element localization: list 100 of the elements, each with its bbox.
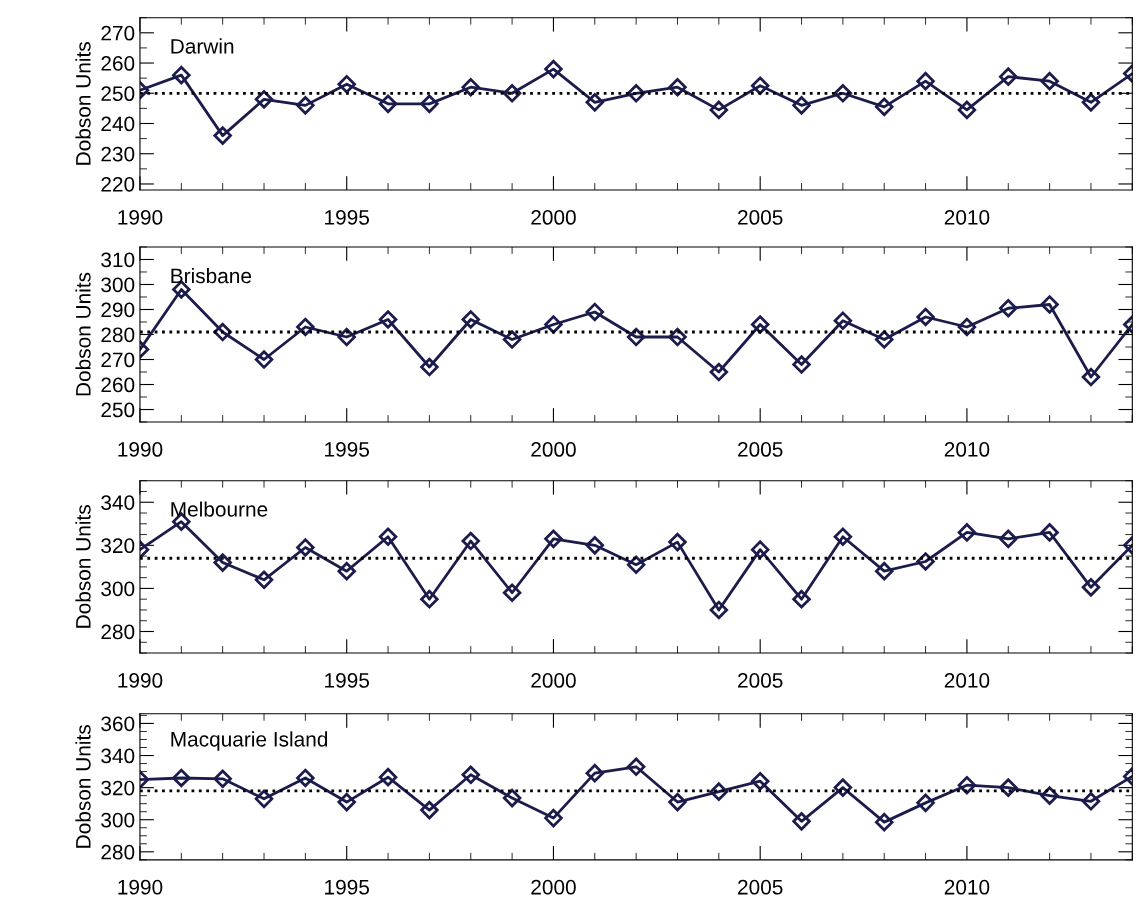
y-tick-label: 340 — [101, 495, 135, 511]
point — [254, 90, 274, 109]
point — [709, 362, 729, 382]
y-tick-label: 270 — [101, 352, 135, 368]
point — [585, 93, 605, 112]
point — [792, 589, 811, 609]
y-tick-label: 260 — [101, 377, 135, 393]
y-axis-title: Dobson Units — [75, 272, 91, 396]
point — [337, 792, 356, 812]
point — [874, 330, 894, 349]
point — [750, 540, 770, 559]
x-tick-label: 1990 — [118, 442, 163, 457]
point — [420, 800, 439, 820]
y-tick-label: 340 — [101, 748, 135, 764]
point — [254, 789, 274, 809]
y-tick-label: 280 — [101, 844, 135, 860]
y-tick-label: 320 — [101, 538, 135, 554]
point — [461, 765, 480, 785]
point — [378, 527, 398, 546]
point — [999, 299, 1018, 318]
point — [668, 792, 687, 812]
point — [585, 536, 605, 555]
y-tick-label: 270 — [101, 25, 135, 41]
y-tick-label: 240 — [101, 116, 135, 132]
point — [709, 600, 729, 620]
point — [1081, 367, 1101, 387]
point — [999, 529, 1018, 549]
y-tick-label: 300 — [101, 277, 135, 293]
point — [957, 317, 977, 337]
point — [833, 778, 853, 797]
point — [461, 310, 480, 329]
series-label: Melbourne — [171, 501, 268, 517]
point — [172, 65, 191, 85]
point — [1040, 523, 1059, 542]
point — [916, 71, 935, 91]
x-tick-label: 2000 — [531, 879, 576, 895]
point — [378, 310, 398, 329]
x-tick-label: 2010 — [944, 210, 990, 225]
y-tick-label: 280 — [101, 624, 135, 640]
point — [1081, 792, 1101, 811]
point — [1040, 295, 1059, 314]
point — [461, 531, 480, 551]
y-axis-title: Dobson Units — [75, 505, 91, 628]
point — [213, 769, 232, 789]
point — [833, 527, 853, 546]
point — [337, 327, 356, 347]
point — [1081, 93, 1101, 112]
y-tick-label: 260 — [101, 56, 135, 71]
point — [585, 763, 605, 783]
point — [1081, 578, 1101, 597]
series-label: Macquarie Island — [171, 731, 328, 751]
point — [957, 523, 977, 542]
point — [668, 327, 687, 347]
point — [544, 808, 563, 828]
point — [502, 330, 522, 349]
y-tick-label: 300 — [101, 812, 135, 828]
y-tick-label: 250 — [101, 86, 135, 102]
point — [874, 97, 894, 117]
y-tick-label: 360 — [101, 716, 135, 732]
y-axis-title: Dobson Units — [75, 725, 91, 848]
point — [750, 315, 770, 334]
point — [999, 778, 1018, 797]
point — [254, 350, 274, 369]
point — [874, 812, 894, 832]
point — [420, 94, 439, 114]
point — [1040, 71, 1059, 91]
point — [420, 357, 439, 377]
y-axis-title: Dobson Units — [75, 42, 91, 165]
point — [957, 775, 977, 795]
point — [916, 793, 935, 813]
x-tick-label: 2000 — [531, 442, 576, 457]
series-label: Brisbane — [171, 267, 252, 284]
x-tick-label: 2005 — [738, 879, 783, 895]
y-tick-label: 250 — [101, 402, 135, 418]
point — [544, 315, 563, 334]
x-tick-label: 2005 — [738, 442, 783, 457]
point — [502, 788, 522, 808]
point — [544, 529, 563, 549]
point — [999, 67, 1018, 86]
point — [213, 553, 232, 572]
point — [792, 96, 811, 115]
point — [502, 84, 522, 103]
y-tick-label: 300 — [101, 581, 135, 597]
y-tick-label: 310 — [101, 252, 135, 268]
y-tick-label: 290 — [101, 302, 135, 318]
y-tick-label: 280 — [101, 327, 135, 343]
point — [750, 771, 770, 791]
point — [792, 355, 811, 374]
point — [626, 327, 646, 347]
x-tick-label: 2005 — [738, 210, 783, 225]
point — [709, 782, 729, 801]
point — [668, 532, 687, 552]
x-tick-label: 2010 — [944, 879, 990, 895]
point — [172, 768, 191, 788]
x-tick-label: 2000 — [531, 210, 576, 225]
x-tick-label: 1995 — [325, 210, 370, 225]
point — [296, 538, 315, 557]
point — [296, 768, 315, 788]
x-tick-label: 2010 — [944, 442, 990, 457]
point — [378, 94, 398, 114]
